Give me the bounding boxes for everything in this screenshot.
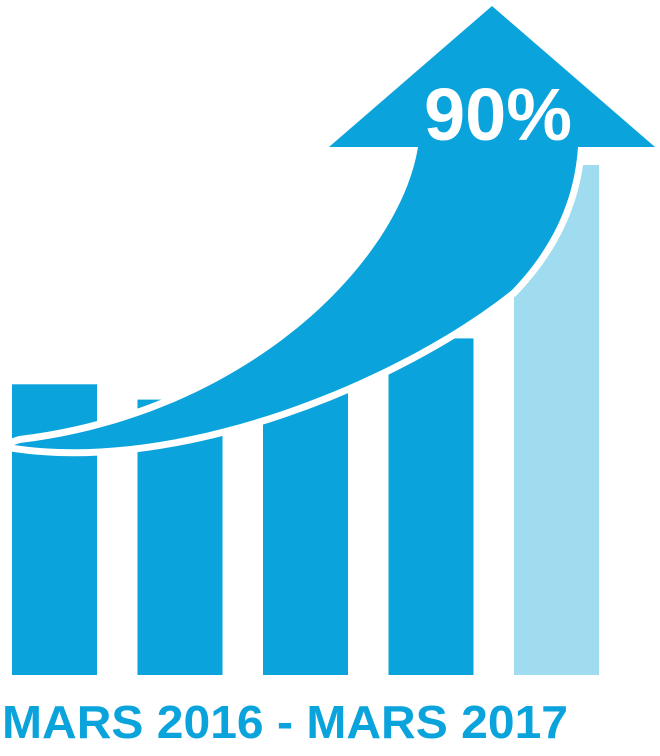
bar-4 [388, 338, 474, 675]
percentage-label: 90% [424, 73, 572, 156]
bar-group [12, 165, 599, 675]
bar-3 [263, 379, 348, 675]
period-label: MARS 2016 - MARS 2017 [2, 696, 568, 748]
trend-arrow [7, 0, 660, 457]
